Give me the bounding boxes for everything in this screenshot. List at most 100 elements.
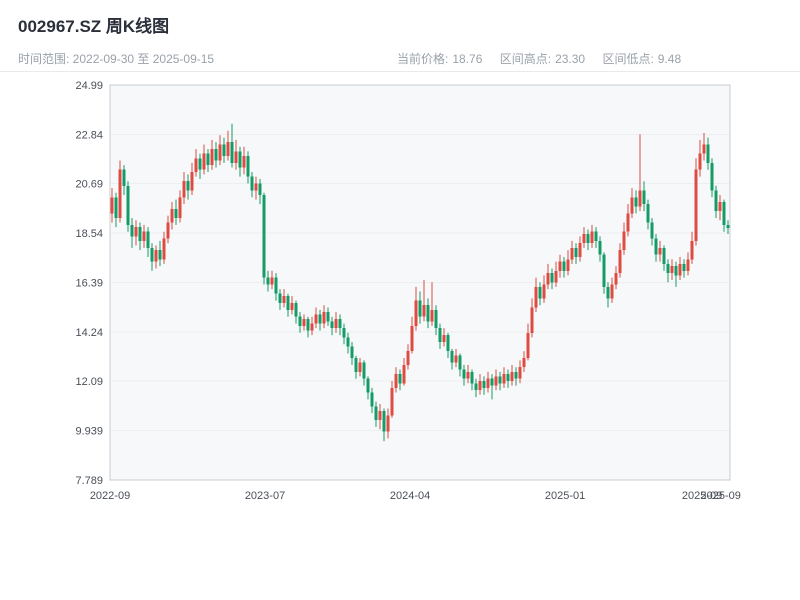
candle-body [194,158,198,173]
candle [582,227,586,248]
candle [366,376,370,400]
candle-body [354,358,358,372]
candle-body [606,286,610,299]
candle [510,364,514,386]
candle [110,188,114,223]
candle [402,358,406,386]
candle-body [586,234,590,244]
y-tick-label: 9.939 [75,426,103,438]
candle-body [334,319,338,329]
candle-body [114,197,118,218]
candle-body [294,302,298,317]
candle [690,231,694,264]
candle-body [530,307,534,333]
candle [494,369,498,391]
candle-body [686,259,690,271]
candle-body [654,238,658,255]
candle-body [506,374,510,382]
candle-body [226,142,230,156]
candle [210,139,214,170]
candle [278,289,282,310]
candle [682,259,686,278]
candle-body [134,227,138,237]
candle [370,387,374,414]
candle [538,282,542,306]
candle [438,323,442,349]
candle-body [674,266,678,276]
candle-body [718,201,722,212]
candle [182,172,186,205]
candle [122,165,126,195]
candle [666,259,670,283]
candle [506,369,510,388]
candle-body [402,364,406,384]
candle [590,224,594,248]
candle-body [254,183,258,191]
candle-body [118,169,122,218]
candle [350,341,354,365]
candle [390,381,394,418]
candle [422,279,426,322]
candle-body [158,250,162,260]
candle-body [410,325,414,352]
candle [498,371,502,391]
candle-body [594,231,598,241]
candle-body [438,328,442,342]
candle-body [418,300,422,317]
candle-body [362,362,366,379]
candle [526,323,530,361]
candle [486,371,490,393]
candle [178,190,182,223]
candle-body [306,319,310,331]
candle [674,261,678,287]
candle [166,215,170,244]
candle-body [706,144,710,163]
candle [190,162,194,195]
candle-body [314,314,318,324]
candle [542,275,546,303]
candle-body [490,378,494,386]
candle-body [274,277,278,294]
candle-body [182,181,186,198]
candle-body [466,371,470,379]
candle [722,199,726,232]
candle-body [526,332,530,359]
candle [490,374,494,400]
candle-body [238,151,242,168]
candle [246,151,250,184]
candle-body [610,284,614,299]
candle [306,316,310,338]
candle [686,252,690,276]
candle [434,305,438,336]
candle [186,174,190,200]
range-low-stat: 区间低点: 9.48 [602,52,681,66]
candle-body [130,224,134,237]
range-high-label: 区间高点: [499,52,552,66]
candle [614,266,618,290]
current-price-value: 18.76 [452,52,483,66]
candle-body [374,406,378,421]
candle [610,277,614,303]
candle-body [562,261,566,271]
candle [534,277,538,313]
candle-body [642,190,646,205]
candle [554,261,558,287]
candle [294,300,298,324]
candle [338,314,342,336]
candle-body [330,321,334,329]
candle-body [142,231,146,241]
candle [398,369,402,391]
candle [502,367,506,388]
candle-body [446,335,450,352]
candle-body [634,197,638,207]
range-high-value: 23.30 [555,52,586,66]
candle-body [146,231,150,248]
range-low-label: 区间低点: [602,52,654,66]
candle-body [550,273,554,283]
candle-body [714,190,718,212]
current-price-stat: 当前价格: 18.76 [397,52,482,66]
candle [130,217,134,248]
candle [270,270,274,290]
candle-body [534,286,538,308]
